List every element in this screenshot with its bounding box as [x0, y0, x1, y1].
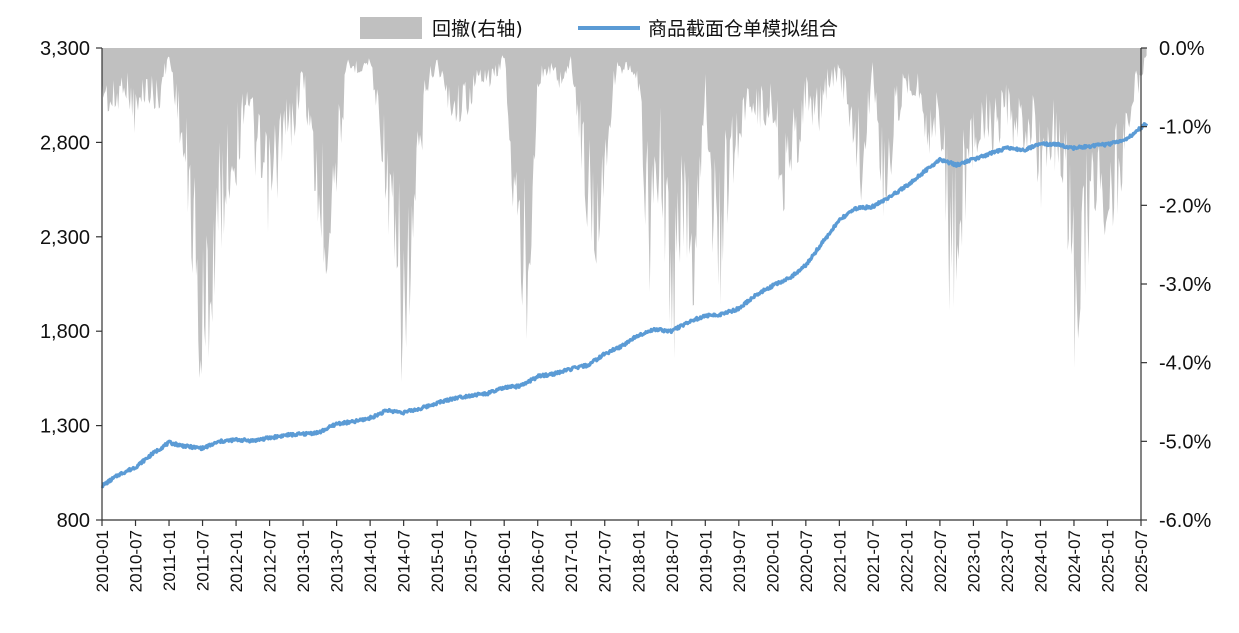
right-tick-label: -5.0%	[1159, 431, 1211, 453]
left-tick-label: 2,800	[40, 132, 90, 154]
x-tick-label: 2011-07	[194, 530, 213, 591]
right-tick-label: -6.0%	[1159, 510, 1211, 532]
x-tick-label: 2018-01	[629, 530, 648, 592]
portfolio-line	[100, 122, 1149, 489]
left-tick-label: 1,300	[40, 416, 90, 438]
x-tick-label: 2025-07	[1132, 530, 1151, 592]
x-tick-label: 2020-07	[797, 530, 816, 592]
x-axis-ticks: 2010-01 2010-07 2011-01 2011-07 2012-01 2012-…	[93, 520, 1151, 592]
legend-drawdown-swatch	[360, 17, 422, 39]
x-tick-label: 2024-07	[1065, 530, 1084, 592]
x-tick-label: 2010-07	[127, 530, 146, 592]
right-tick-label: -2.0%	[1159, 195, 1211, 217]
left-tick-label: 2,300	[40, 227, 90, 249]
x-tick-label: 2013-01	[294, 530, 313, 592]
x-tick-label: 2011-01	[160, 530, 179, 591]
right-tick-label: -4.0%	[1159, 353, 1211, 375]
x-tick-label: 2010-01	[93, 530, 112, 592]
x-tick-label: 2015-01	[428, 530, 447, 592]
x-tick-label: 2020-01	[763, 530, 782, 592]
left-tick-label: 1,800	[40, 321, 90, 343]
left-axis-ticks: 800 1,300 1,800 2,300 2,800 3,300	[40, 38, 102, 532]
left-tick-label: 800	[57, 510, 90, 532]
x-tick-label: 2023-01	[964, 530, 983, 592]
legend-drawdown-label: 回撤(右轴)	[432, 18, 523, 40]
x-tick-label: 2019-01	[696, 530, 715, 592]
portfolio-line-series	[100, 122, 1149, 489]
x-tick-label: 2022-07	[931, 530, 950, 592]
x-tick-label: 2018-07	[663, 530, 682, 592]
right-tick-label: -1.0%	[1159, 117, 1211, 139]
x-tick-label: 2016-07	[529, 530, 548, 592]
x-tick-label: 2017-01	[562, 530, 581, 592]
x-tick-label: 2014-01	[361, 530, 380, 592]
x-tick-label: 2021-01	[830, 530, 849, 592]
left-tick-label: 3,300	[40, 38, 90, 60]
x-tick-label: 2012-07	[261, 530, 280, 592]
x-tick-label: 2014-07	[395, 530, 414, 592]
drawdown-area	[102, 48, 1147, 383]
x-tick-label: 2015-07	[462, 530, 481, 592]
x-tick-label: 2017-07	[596, 530, 615, 592]
x-tick-label: 2021-07	[864, 530, 883, 592]
x-tick-label: 2022-01	[897, 530, 916, 592]
x-tick-label: 2019-07	[730, 530, 749, 592]
right-tick-label: -3.0%	[1159, 274, 1211, 296]
x-tick-label: 2012-01	[227, 530, 246, 592]
x-tick-label: 2024-01	[1031, 530, 1050, 592]
legend-portfolio-label: 商品截面仓单模拟组合	[648, 18, 838, 40]
right-tick-label: 0.0%	[1159, 38, 1205, 60]
right-axis-ticks: 0.0% -1.0% -2.0% -3.0% -4.0% -5.0% -6.0%	[1141, 38, 1211, 532]
x-tick-label: 2013-07	[328, 530, 347, 592]
x-tick-label: 2016-01	[495, 530, 514, 592]
x-tick-label: 2025-01	[1098, 530, 1117, 592]
x-tick-label: 2023-07	[998, 530, 1017, 592]
drawdown-area-series	[102, 48, 1147, 383]
legend: 回撤(右轴) 商品截面仓单模拟组合	[360, 17, 838, 40]
